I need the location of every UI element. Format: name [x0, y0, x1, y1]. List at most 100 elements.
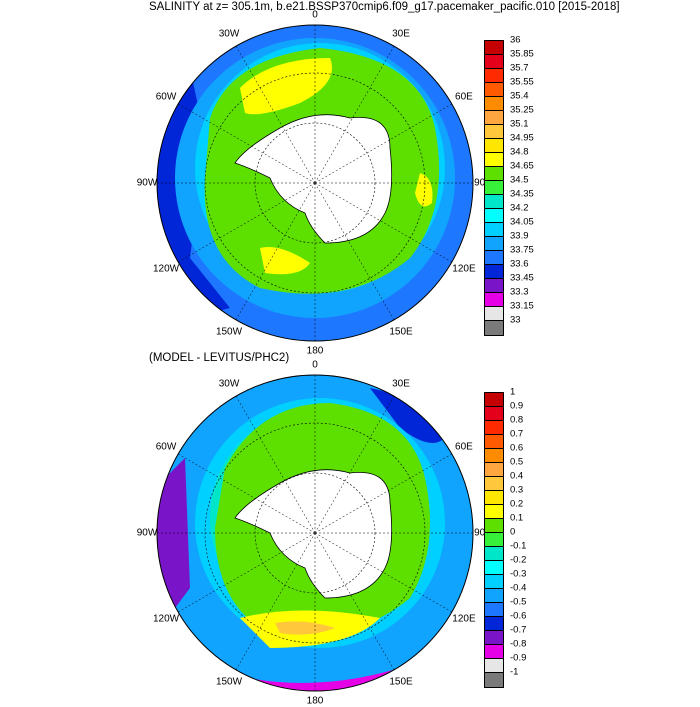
- colorbar-box: [484, 616, 504, 631]
- colorbar-box: [484, 166, 504, 181]
- colorbar-label: 0.7: [510, 428, 524, 440]
- colorbar-box: [484, 574, 504, 589]
- colorbar-box: [484, 588, 504, 603]
- colorbar-box: [484, 392, 504, 407]
- colorbar-label: 0: [510, 526, 516, 538]
- colorbar-label: -0.9: [510, 652, 527, 664]
- longitude-label: 150E: [389, 326, 413, 338]
- antarctica-land: [234, 114, 393, 244]
- colorbar-label: 34.35: [510, 188, 534, 200]
- colorbar-label: 34.5: [510, 174, 529, 186]
- longitude-label: 0: [312, 9, 318, 21]
- colorbar-label: 33.6: [510, 258, 529, 270]
- colorbar-box: [484, 208, 504, 223]
- colorbar-label: 1: [510, 386, 516, 398]
- colorbar-box: [484, 110, 504, 125]
- colorbar-label: 0.5: [510, 456, 524, 468]
- colorbar-box: [484, 630, 504, 645]
- longitude-label: 90E: [474, 177, 492, 189]
- longitude-label: 60W: [155, 91, 177, 103]
- colorbar-box: [484, 236, 504, 251]
- colorbar-box: [484, 462, 504, 477]
- east-yellow-patch: [415, 173, 433, 207]
- longitude-label: 150W: [215, 326, 243, 338]
- colorbar-box: [484, 180, 504, 195]
- colorbar-label: 33.45: [510, 272, 534, 284]
- longitude-label: 120W: [152, 613, 180, 625]
- colorbar-box: [484, 82, 504, 97]
- colorbar-label: -0.4: [510, 582, 527, 594]
- longitude-label: 90W: [136, 527, 158, 539]
- weddell-yellow-patch: [240, 58, 332, 115]
- colorbar-box: [484, 68, 504, 83]
- colorbar-box: [484, 152, 504, 167]
- colorbar-label: -0.3: [510, 568, 527, 580]
- ross-orange-core: [275, 621, 335, 635]
- longitude-label: 30W: [218, 378, 240, 390]
- colorbar-box: [484, 406, 504, 421]
- longitude-label: 60W: [155, 441, 177, 453]
- colorbar-box: [484, 54, 504, 69]
- longitude-label: 120W: [152, 263, 180, 275]
- colorbar-box: [484, 658, 504, 673]
- northeast-deep-blue: [370, 388, 450, 443]
- colorbar-box: [484, 292, 504, 307]
- colorbar-label: -0.2: [510, 554, 527, 566]
- longitude-label: 30E: [392, 28, 410, 40]
- colorbar-box: [484, 504, 504, 519]
- colorbar-label: 35.7: [510, 62, 529, 74]
- colorbar-box: [484, 306, 504, 321]
- colorbar-box: [484, 40, 504, 55]
- map-title-salinity: SALINITY at z= 305.1m, b.e21.BSSP370cmip…: [149, 1, 620, 13]
- colorbar-label: -0.8: [510, 638, 527, 650]
- colorbar-label: 34.8: [510, 146, 529, 158]
- colorbar-label: -0.1: [510, 540, 527, 552]
- colorbar-label: 33.9: [510, 230, 529, 242]
- colorbar-label: 0.1: [510, 512, 524, 524]
- colorbar-box: [484, 278, 504, 293]
- colorbar-box: [484, 546, 504, 561]
- colorbar-label: -1: [510, 666, 519, 678]
- longitude-label: 30W: [218, 28, 240, 40]
- longitude-label: 180: [306, 695, 324, 707]
- longitude-label: 90E: [474, 527, 492, 539]
- colorbar-box: [484, 476, 504, 491]
- colorbar-label: 34.2: [510, 202, 529, 214]
- longitude-label: 30E: [392, 378, 410, 390]
- colorbar-label: -0.7: [510, 624, 527, 636]
- longitude-label: 0: [312, 359, 318, 371]
- longitude-label: 60E: [455, 91, 473, 103]
- colorbar-label: -0.5: [510, 596, 527, 608]
- colorbar-label: 35.4: [510, 90, 529, 102]
- colorbar-box: [484, 434, 504, 449]
- colorbar-label: 33.3: [510, 286, 529, 298]
- longitude-label: 120E: [452, 263, 476, 275]
- colorbar-label: 34.05: [510, 216, 534, 228]
- longitude-label: 60E: [455, 441, 473, 453]
- colorbar-label: 35.1: [510, 118, 529, 130]
- colorbar-label: 0.6: [510, 442, 524, 454]
- colorbar-box: [484, 250, 504, 265]
- colorbar-label: 0.9: [510, 400, 524, 412]
- ross-yellow-patch: [260, 247, 310, 275]
- colorbar-box: [484, 138, 504, 153]
- longitude-label: 180: [306, 345, 324, 357]
- colorbar-box: [484, 96, 504, 111]
- colorbar-box: [484, 264, 504, 279]
- colorbar-box: [484, 222, 504, 237]
- colorbar-box: [484, 490, 504, 505]
- colorbar-label: 0.4: [510, 470, 524, 482]
- map-title-difference: (MODEL - LEVITUS/PHC2): [149, 352, 290, 364]
- colorbar-box: [484, 420, 504, 435]
- longitude-label: 150E: [389, 676, 413, 688]
- colorbar-box: [484, 320, 504, 336]
- colorbar-box: [484, 518, 504, 533]
- colorbar-label: 0.8: [510, 414, 524, 426]
- colorbar-label: 36: [510, 34, 521, 46]
- colorbar-label: 0.3: [510, 484, 524, 496]
- colorbar-label: -0.6: [510, 610, 527, 622]
- difference-polar-map: [156, 374, 474, 692]
- colorbar-label: 34.95: [510, 132, 534, 144]
- colorbar-box: [484, 644, 504, 659]
- colorbar-box: [484, 672, 504, 688]
